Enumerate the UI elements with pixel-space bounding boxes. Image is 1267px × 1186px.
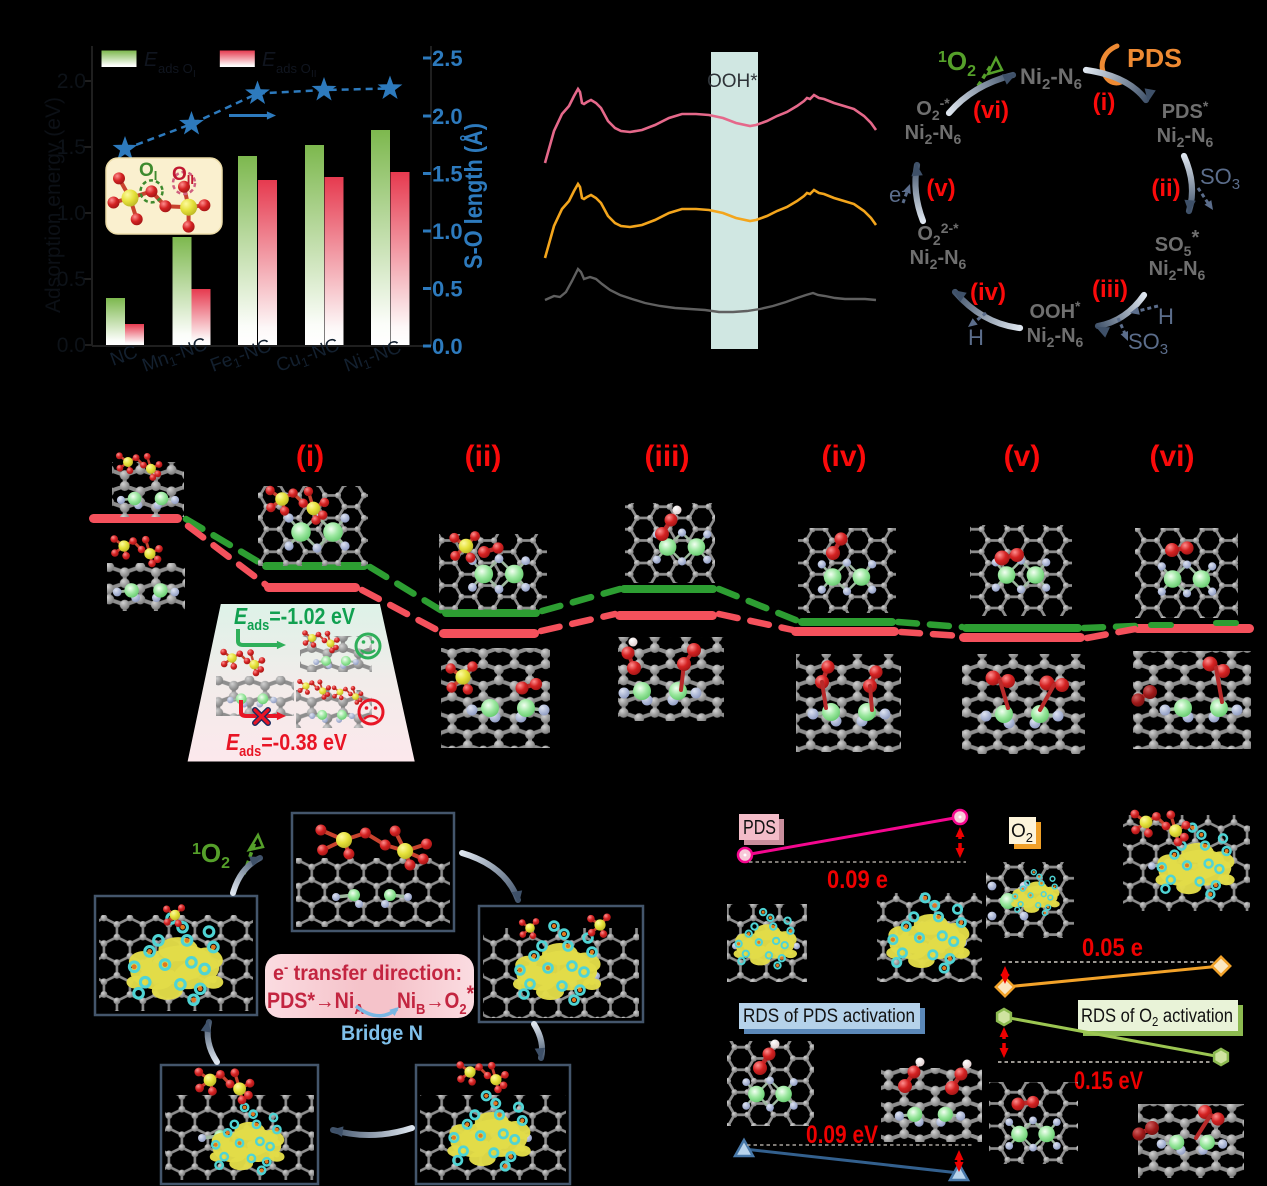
svg-text:RDS of PDS activation: RDS of PDS activation	[743, 1006, 915, 1027]
svg-text:1.0: 1.0	[432, 219, 463, 244]
svg-text:(iii): (iii)	[1092, 276, 1128, 303]
svg-text:NiB→O2*: NiB→O2*	[397, 981, 474, 1018]
svg-text:(iii): (iii)	[645, 440, 690, 473]
svg-text:OOH*: OOH*	[707, 71, 758, 92]
svg-text:(vi): (vi)	[973, 97, 1009, 124]
svg-text:Ni2-N6: Ni2-N6	[910, 247, 967, 272]
svg-text:ads O: ads O	[276, 61, 311, 76]
svg-text:H: H	[968, 325, 984, 350]
svg-text:Ni2-N6: Ni2-N6	[905, 122, 962, 147]
svg-text:0.0: 0.0	[432, 334, 463, 359]
svg-text:I: I	[193, 69, 196, 80]
svg-text:O2-*: O2-*	[916, 95, 950, 123]
svg-text:1O2: 1O2	[938, 46, 976, 80]
svg-text:0.09 eV: 0.09 eV	[806, 1121, 878, 1149]
svg-text:0.09 e: 0.09 e	[827, 866, 888, 894]
svg-text:2.0: 2.0	[57, 70, 86, 93]
svg-text:(i): (i)	[296, 440, 324, 473]
svg-text:Ni2-N6: Ni2-N6	[1020, 64, 1082, 93]
svg-text:e- transfer direction:: e- transfer direction:	[273, 959, 462, 985]
svg-text:O22-*: O22-*	[917, 220, 959, 248]
svg-text:2.5: 2.5	[432, 46, 463, 71]
svg-text:(iv): (iv)	[970, 279, 1006, 306]
svg-text:2.0: 2.0	[432, 104, 463, 129]
svg-text:1.0: 1.0	[57, 202, 86, 225]
svg-text:0.0: 0.0	[57, 334, 86, 357]
svg-text:(v): (v)	[926, 175, 955, 202]
svg-text:(i): (i)	[1093, 89, 1116, 116]
svg-text:(ii): (ii)	[1151, 175, 1180, 202]
svg-text:II: II	[311, 69, 317, 80]
svg-text:(iv): (iv)	[822, 440, 867, 473]
svg-text:PDS*: PDS*	[1162, 98, 1209, 123]
svg-text:SO3: SO3	[1128, 329, 1168, 358]
svg-text:PDS: PDS	[1127, 43, 1182, 73]
svg-text:SO3: SO3	[1200, 164, 1240, 193]
svg-text:H: H	[1158, 304, 1174, 329]
svg-text:1.5: 1.5	[432, 162, 463, 187]
svg-text:0.05 e: 0.05 e	[1082, 934, 1143, 962]
svg-text:SO5*: SO5*	[1155, 227, 1200, 259]
svg-text:OI: OI	[139, 160, 157, 183]
svg-text:PDS: PDS	[743, 817, 776, 839]
svg-text:e-: e-	[889, 182, 906, 207]
svg-text:0.5: 0.5	[432, 277, 463, 302]
svg-text:ads O: ads O	[158, 61, 193, 76]
svg-text:Ni2-N6: Ni2-N6	[1149, 258, 1206, 283]
svg-text:RDS of O2 activation: RDS of O2 activation	[1081, 1006, 1233, 1029]
svg-text:Ni2-N6: Ni2-N6	[1027, 325, 1084, 350]
svg-text:Adsorption energy (eV): Adsorption energy (eV)	[42, 97, 65, 313]
svg-text:1.5: 1.5	[57, 136, 86, 159]
svg-text:Bridge N: Bridge N	[341, 1022, 423, 1045]
svg-text:S-O length (Å): S-O length (Å)	[459, 123, 488, 269]
svg-text:0.5: 0.5	[57, 268, 86, 291]
svg-text:(ii): (ii)	[465, 440, 502, 473]
svg-text:(v): (v)	[1004, 440, 1041, 473]
svg-text:Ni2-N6: Ni2-N6	[1157, 125, 1214, 150]
svg-text:OOH*: OOH*	[1029, 298, 1081, 323]
svg-text:E: E	[262, 49, 276, 71]
svg-text:E: E	[144, 49, 158, 71]
svg-text:0.15 eV: 0.15 eV	[1074, 1067, 1143, 1095]
svg-text:(vi): (vi)	[1150, 440, 1195, 473]
svg-text:1O2: 1O2	[192, 838, 230, 872]
